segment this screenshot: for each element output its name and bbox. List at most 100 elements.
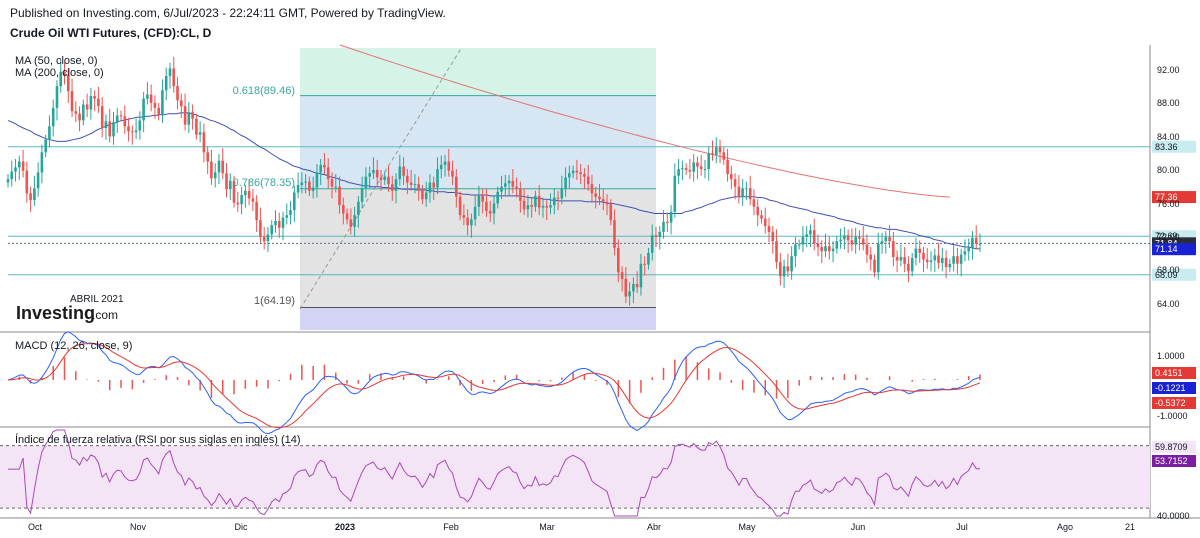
candle-body <box>617 247 620 273</box>
candle-body <box>180 100 183 107</box>
candle-body <box>948 263 952 268</box>
y-tick: 84.00 <box>1157 132 1180 142</box>
candle-body <box>922 252 925 260</box>
candle-body <box>115 115 119 123</box>
candle-body <box>748 188 752 200</box>
candle-body <box>78 113 81 121</box>
candle-body <box>33 188 36 200</box>
candle-body <box>134 130 138 133</box>
candle-body <box>933 255 937 261</box>
candle-body <box>323 164 326 168</box>
candle-body <box>277 221 281 228</box>
candle-body <box>861 238 865 245</box>
candle-body <box>624 278 628 297</box>
candle-body <box>613 220 616 248</box>
candle-body <box>485 201 488 211</box>
candle-body <box>176 86 179 101</box>
candle-body <box>526 205 530 210</box>
candle-body <box>492 203 496 214</box>
candle-body <box>85 104 89 110</box>
candle-body <box>914 248 918 258</box>
candle-body <box>952 256 955 264</box>
candle-body <box>688 169 692 172</box>
publish-caption: Published on Investing.com, 6/Jul/2023 -… <box>10 6 446 20</box>
candle-body <box>119 115 123 117</box>
candle-body <box>428 182 432 193</box>
candle-body <box>884 237 888 242</box>
candle-body <box>752 199 756 207</box>
candle-body <box>10 171 13 180</box>
candle-body <box>108 121 111 137</box>
candle-body <box>304 181 307 183</box>
candle-body <box>718 147 722 153</box>
candle-body <box>681 168 684 170</box>
candle-body <box>828 246 831 252</box>
candle-body <box>699 166 703 169</box>
candle-body <box>357 201 360 216</box>
candle-body <box>259 220 262 237</box>
watermark-note: ABRIL 2021 <box>70 294 124 305</box>
candle-body <box>455 176 458 197</box>
candle-body <box>941 257 944 263</box>
candles[interactable] <box>6 56 982 306</box>
macd-badge <box>1152 367 1196 379</box>
candle-body <box>157 107 160 116</box>
candle-body <box>131 131 134 133</box>
candle-body <box>183 106 187 125</box>
candle-body <box>654 235 658 237</box>
candle-body <box>903 257 906 264</box>
candle-body <box>458 196 462 216</box>
y-tick: 80.00 <box>1157 165 1180 175</box>
candle-body <box>782 266 786 277</box>
candle-body <box>500 186 503 192</box>
candle-body <box>477 195 481 207</box>
candle-body <box>496 191 499 204</box>
price-badge-label: 83.36 <box>1155 142 1178 152</box>
macd-signal-line <box>7 343 981 429</box>
candle-body <box>315 172 319 188</box>
x-tick: Nov <box>130 522 147 532</box>
candle-body <box>206 152 209 162</box>
candle-body <box>507 180 511 184</box>
candle-body <box>843 235 846 240</box>
macd-tick: 1.0000 <box>1157 351 1185 361</box>
price-badge-label: 72.69 <box>1155 231 1178 241</box>
candle-body <box>775 241 778 263</box>
candle-body <box>285 215 289 218</box>
fib-zone-base <box>300 307 656 330</box>
rsi-pane[interactable] <box>0 429 1150 517</box>
candle-body <box>266 234 270 242</box>
candle-body <box>63 71 66 76</box>
fib-label-1: 1(64.19) <box>254 295 295 307</box>
candle-body <box>293 192 296 211</box>
candle-body <box>59 71 62 87</box>
candle-body <box>281 217 285 228</box>
candle-body <box>104 121 108 128</box>
candle-body <box>816 243 820 248</box>
macd-line <box>7 331 981 435</box>
candle-body <box>232 180 236 203</box>
candle-body <box>225 173 228 190</box>
candle-body <box>515 186 518 189</box>
candle-body <box>48 126 51 140</box>
candle-body <box>387 176 390 185</box>
macd-pane[interactable] <box>7 331 981 435</box>
candle-body <box>29 193 32 201</box>
candle-body <box>545 205 548 208</box>
candle-body <box>123 116 127 127</box>
candle-body <box>601 199 605 202</box>
rsi-line <box>8 429 980 517</box>
candle-body <box>944 257 948 268</box>
candle-body <box>97 98 100 107</box>
candle-body <box>67 75 70 92</box>
candle-body <box>786 266 790 272</box>
candle-body <box>756 206 759 216</box>
candle-body <box>568 173 571 178</box>
candle-body <box>895 257 899 261</box>
candle-body <box>164 76 168 91</box>
watermark-brand-suffix: .com <box>92 308 118 322</box>
candle-body <box>666 221 669 223</box>
price-badge <box>1152 268 1196 281</box>
candle-body <box>956 256 959 264</box>
